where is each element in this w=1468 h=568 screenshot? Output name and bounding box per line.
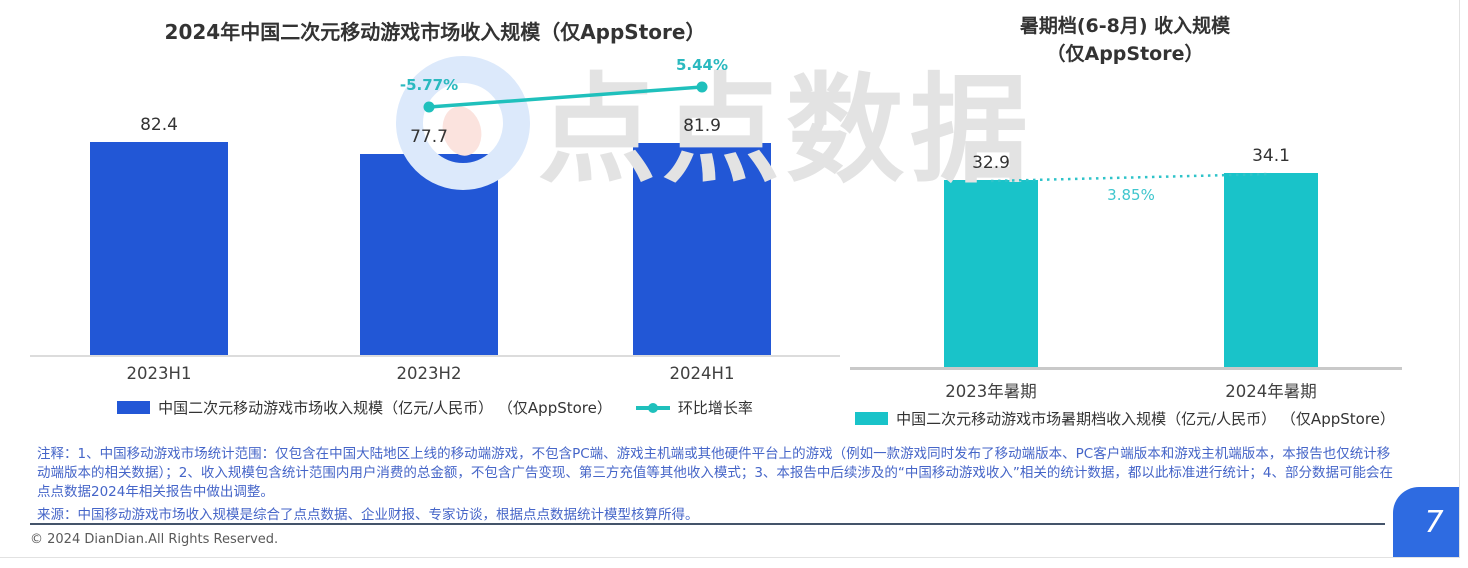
page-number-badge: 7 xyxy=(1393,487,1459,557)
footer-divider xyxy=(30,523,1385,525)
bar-value-label: 77.7 xyxy=(410,127,448,147)
summer-bar-series-legend-swatch xyxy=(855,412,889,425)
growth-rate-label: 5.44% xyxy=(675,56,729,74)
x-axis-label: 2024H1 xyxy=(669,364,735,383)
left-chart-legend: 中国二次元移动游戏市场收入规模（亿元/人民币） （仅AppStore） 环比增长… xyxy=(30,397,840,418)
bar-value-label: 82.4 xyxy=(140,115,178,135)
right-chart-title-line1: 暑期档(6-8月) 收入规模 xyxy=(1019,15,1231,37)
bar-series-legend-swatch xyxy=(117,401,151,414)
right-chart-title-line2: （仅AppStore） xyxy=(1046,43,1204,65)
line-series-legend-marker xyxy=(635,402,670,413)
growth-line-point xyxy=(696,81,708,93)
bar-2024年暑期 xyxy=(1224,173,1318,368)
copyright-text: © 2024 DianDian.All Rights Reserved. xyxy=(30,532,279,547)
bar-series-legend-label: 中国二次元移动游戏市场收入规模（亿元/人民币） （仅AppStore） xyxy=(158,399,612,417)
source-note: 来源：中国移动游戏市场收入规模是综合了点点数据、企业财报、专家访谈，根据点点数据… xyxy=(37,507,699,523)
bar-value-label: 32.9 xyxy=(972,153,1010,173)
line-legend-dot-icon xyxy=(647,402,658,413)
x-axis-label: 2023H1 xyxy=(126,364,192,383)
page-number: 7 xyxy=(1424,504,1444,540)
left-chart-x-axis xyxy=(30,355,840,357)
bar-2023H2 xyxy=(360,154,498,356)
footnotes: 注释：1、中国移动游戏市场统计范围：仅包含在中国大陆地区上线的移动端游戏，不包含… xyxy=(37,446,1394,500)
right-chart: 暑期档(6-8月) 收入规模 （仅AppStore） 32.9 2023年暑期 34… xyxy=(850,0,1402,440)
left-chart-title: 2024年中国二次元移动游戏市场收入规模（仅AppStore） xyxy=(164,20,706,44)
right-chart-x-axis xyxy=(850,367,1402,370)
x-axis-label: 2023年暑期 xyxy=(945,382,1037,401)
bar-2023年暑期 xyxy=(944,180,1038,368)
line-series-legend-label: 环比增长率 xyxy=(677,399,753,417)
bar-value-label: 81.9 xyxy=(683,116,721,136)
right-chart-title: 暑期档(6-8月) 收入规模 （仅AppStore） xyxy=(850,12,1400,68)
slide-right-border xyxy=(1459,0,1460,558)
right-chart-legend: 中国二次元移动游戏市场暑期档收入规模（亿元/人民币） （仅AppStore） xyxy=(850,408,1400,429)
bar-2024H1 xyxy=(633,143,771,356)
bar-value-label: 34.1 xyxy=(1252,146,1290,166)
slide-bottom-border xyxy=(0,557,1460,558)
right-chart-plot-area: 32.9 2023年暑期 34.1 2024年暑期 3.85% xyxy=(850,0,1400,440)
growth-rate-label: 3.85% xyxy=(1107,186,1155,204)
x-axis-label: 2023H2 xyxy=(396,364,462,383)
bar-2023H1 xyxy=(90,142,228,356)
left-chart: 2024年中国二次元移动游戏市场收入规模（仅AppStore） 82.4 2023… xyxy=(30,0,840,440)
growth-rate-label: -5.77% xyxy=(399,76,459,94)
summer-bar-series-legend-label: 中国二次元移动游戏市场暑期档收入规模（亿元/人民币） （仅AppStore） xyxy=(896,410,1395,428)
growth-line-point xyxy=(423,101,435,113)
left-chart-plot-area: 82.4 2023H1 77.7 2023H2 81.9 2024H1 -5.77% 5.44… xyxy=(30,0,840,440)
x-axis-label: 2024年暑期 xyxy=(1225,382,1317,401)
